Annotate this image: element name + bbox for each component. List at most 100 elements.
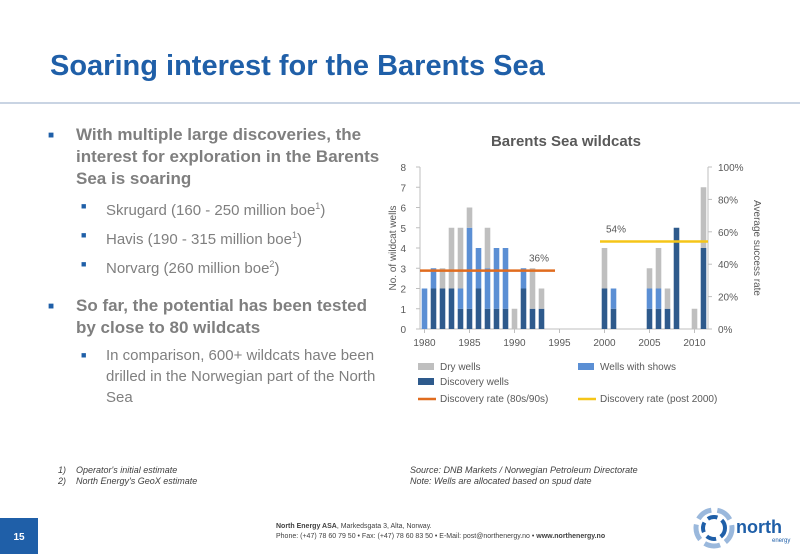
y-tick-label: 7 [400,183,406,194]
bar-segment [493,248,500,309]
footnotes: 1) Operator's initial estimate 2) North En… [58,465,197,487]
sub-bullet-end: ) [320,202,326,219]
legend-label: Dry wells [440,362,481,373]
footnote-2: 2) North Energy's GeoX estimate [58,476,197,487]
bar-segment [700,187,707,248]
bar-segment [655,308,662,329]
bar-segment [511,308,518,329]
logo-swirl-icon [693,507,735,549]
bar-segment [529,308,536,329]
bar-segment [673,227,680,329]
bar-segment [475,288,482,329]
bar-segment [475,248,482,289]
x-tick-label: 1995 [548,338,571,349]
note-text: Note: Wells are allocated based on spud … [410,476,592,486]
source-note: Source: DNB Markets / Norwegian Petroleu… [410,465,638,487]
y-tick-label: 5 [400,224,406,235]
bar-segment [421,288,428,329]
bar-segment [520,268,527,289]
bullet-main-2: ■ So far, the potential has been tested … [46,295,386,339]
page-number: 15 [0,518,38,554]
legend-label: Discovery wells [440,377,509,388]
bar-segment [610,288,617,309]
y2-axis-label: Average success rate [751,200,762,296]
footer-address-line: , Markedsgata 3, Alta, Norway. [336,523,432,530]
bar-segment [430,288,437,329]
bar-segment [457,308,464,329]
square-bullet-icon: ■ [81,259,87,269]
legend-swatch [418,378,434,385]
bar-segment [466,207,473,228]
chart-title: Barents Sea wildcats [491,133,641,150]
y2-tick-label: 20% [718,293,738,304]
x-tick-label: 1985 [458,338,481,349]
footer-contact: Phone: (+47) 78 60 79 50 • Fax: (+47) 78… [276,533,537,540]
bar-segment [655,288,662,309]
bar-segment [466,308,473,329]
bar-segment [520,288,527,329]
legend-label: Discovery rate (80s/90s) [440,394,548,405]
y-tick-label: 4 [400,244,406,255]
bar-segment [529,268,536,309]
y-tick-label: 2 [400,285,406,296]
bar-segment [430,268,437,289]
sub-bullet-skrugard: ■ Skrugard (160 - 250 million boe1) [46,196,386,221]
bar-segment [646,308,653,329]
discovery-rate-label: 54% [606,225,626,236]
y2-tick-label: 0% [718,325,733,336]
bar-segment [646,268,653,289]
x-tick-label: 2000 [593,338,616,349]
legend-label: Discovery rate (post 2000) [600,394,717,405]
sub-bullet-end: ) [296,231,302,248]
discovery-rate-label: 36% [529,254,549,265]
bar-segment [502,248,509,309]
bullet-list: ■ With multiple large discoveries, the i… [46,124,386,412]
sub-bullet-text: Norvarg (260 million boe [106,260,270,277]
legend-label: Wells with shows [600,362,676,373]
footnote-ref: 1 [315,201,321,211]
source-text: Source: DNB Markets / Norwegian Petroleu… [410,465,638,475]
slide-title: Soaring interest for the Barents Sea [50,50,545,82]
x-tick-label: 1980 [413,338,436,349]
sub-bullet-north-sea: ■ In comparison, 600+ wildcats have been… [46,345,386,408]
y-tick-label: 6 [400,204,406,215]
y-tick-label: 8 [400,163,406,174]
wildcats-chart: Barents Sea wildcats 0 1 2 3 4 5 6 7 8 0% 20% 40% 60%… [370,120,770,420]
bar-segment [700,248,707,329]
bar-segment [655,248,662,289]
logo-subtext: energy [772,538,790,544]
square-bullet-icon: ■ [81,201,87,211]
square-bullet-icon: ■ [48,130,55,141]
y-tick-label: 0 [400,325,406,336]
footnote-text: Operator's initial estimate [76,465,178,475]
sub-bullet-end: ) [274,260,280,277]
sub-bullet-norvarg: ■ Norvarg (260 million boe2) [46,254,386,279]
bar-segment [502,308,509,329]
x-tick-label: 2005 [638,338,661,349]
title-divider [0,102,800,104]
x-tick-label: 1990 [503,338,526,349]
footnote-number: 1) [58,465,67,475]
bar-segment [601,288,608,329]
legend-swatch [418,363,434,370]
footnote-number: 2) [58,476,67,486]
legend-swatch [578,363,594,370]
bar-segment [664,308,671,329]
logo-text: north [736,517,782,537]
bar-segment [484,308,491,329]
slide-footer: 15 North Energy ASA, Markedsgata 3, Alta… [0,507,800,554]
footnote-text: North Energy's GeoX estimate [76,476,198,486]
footer-address: North Energy ASA, Markedsgata 3, Alta, N… [276,522,605,542]
bar-segment [448,288,455,329]
footer-web-link[interactable]: www.northenergy.no [536,533,606,540]
bar-segment [646,288,653,309]
footer-company: North Energy ASA [276,523,337,530]
y2-tick-label: 80% [718,195,738,206]
x-tick-label: 2010 [683,338,706,349]
bar-segment [457,288,464,309]
y2-tick-label: 100% [718,163,744,174]
y2-tick-label: 60% [718,228,738,239]
bar-segment [466,227,473,309]
footnote-1: 1) Operator's initial estimate [58,465,197,476]
bar-segment [457,227,464,289]
